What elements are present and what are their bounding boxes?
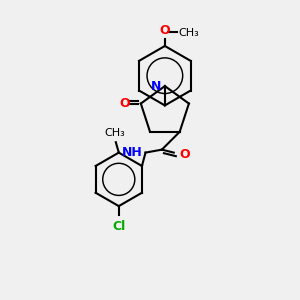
Text: O: O	[160, 24, 170, 37]
Text: Cl: Cl	[112, 220, 125, 233]
Text: N: N	[151, 80, 161, 93]
Text: O: O	[179, 148, 190, 160]
Text: NH: NH	[122, 146, 142, 159]
Text: CH₃: CH₃	[104, 128, 125, 138]
Text: O: O	[119, 97, 130, 110]
Text: CH₃: CH₃	[178, 28, 199, 38]
